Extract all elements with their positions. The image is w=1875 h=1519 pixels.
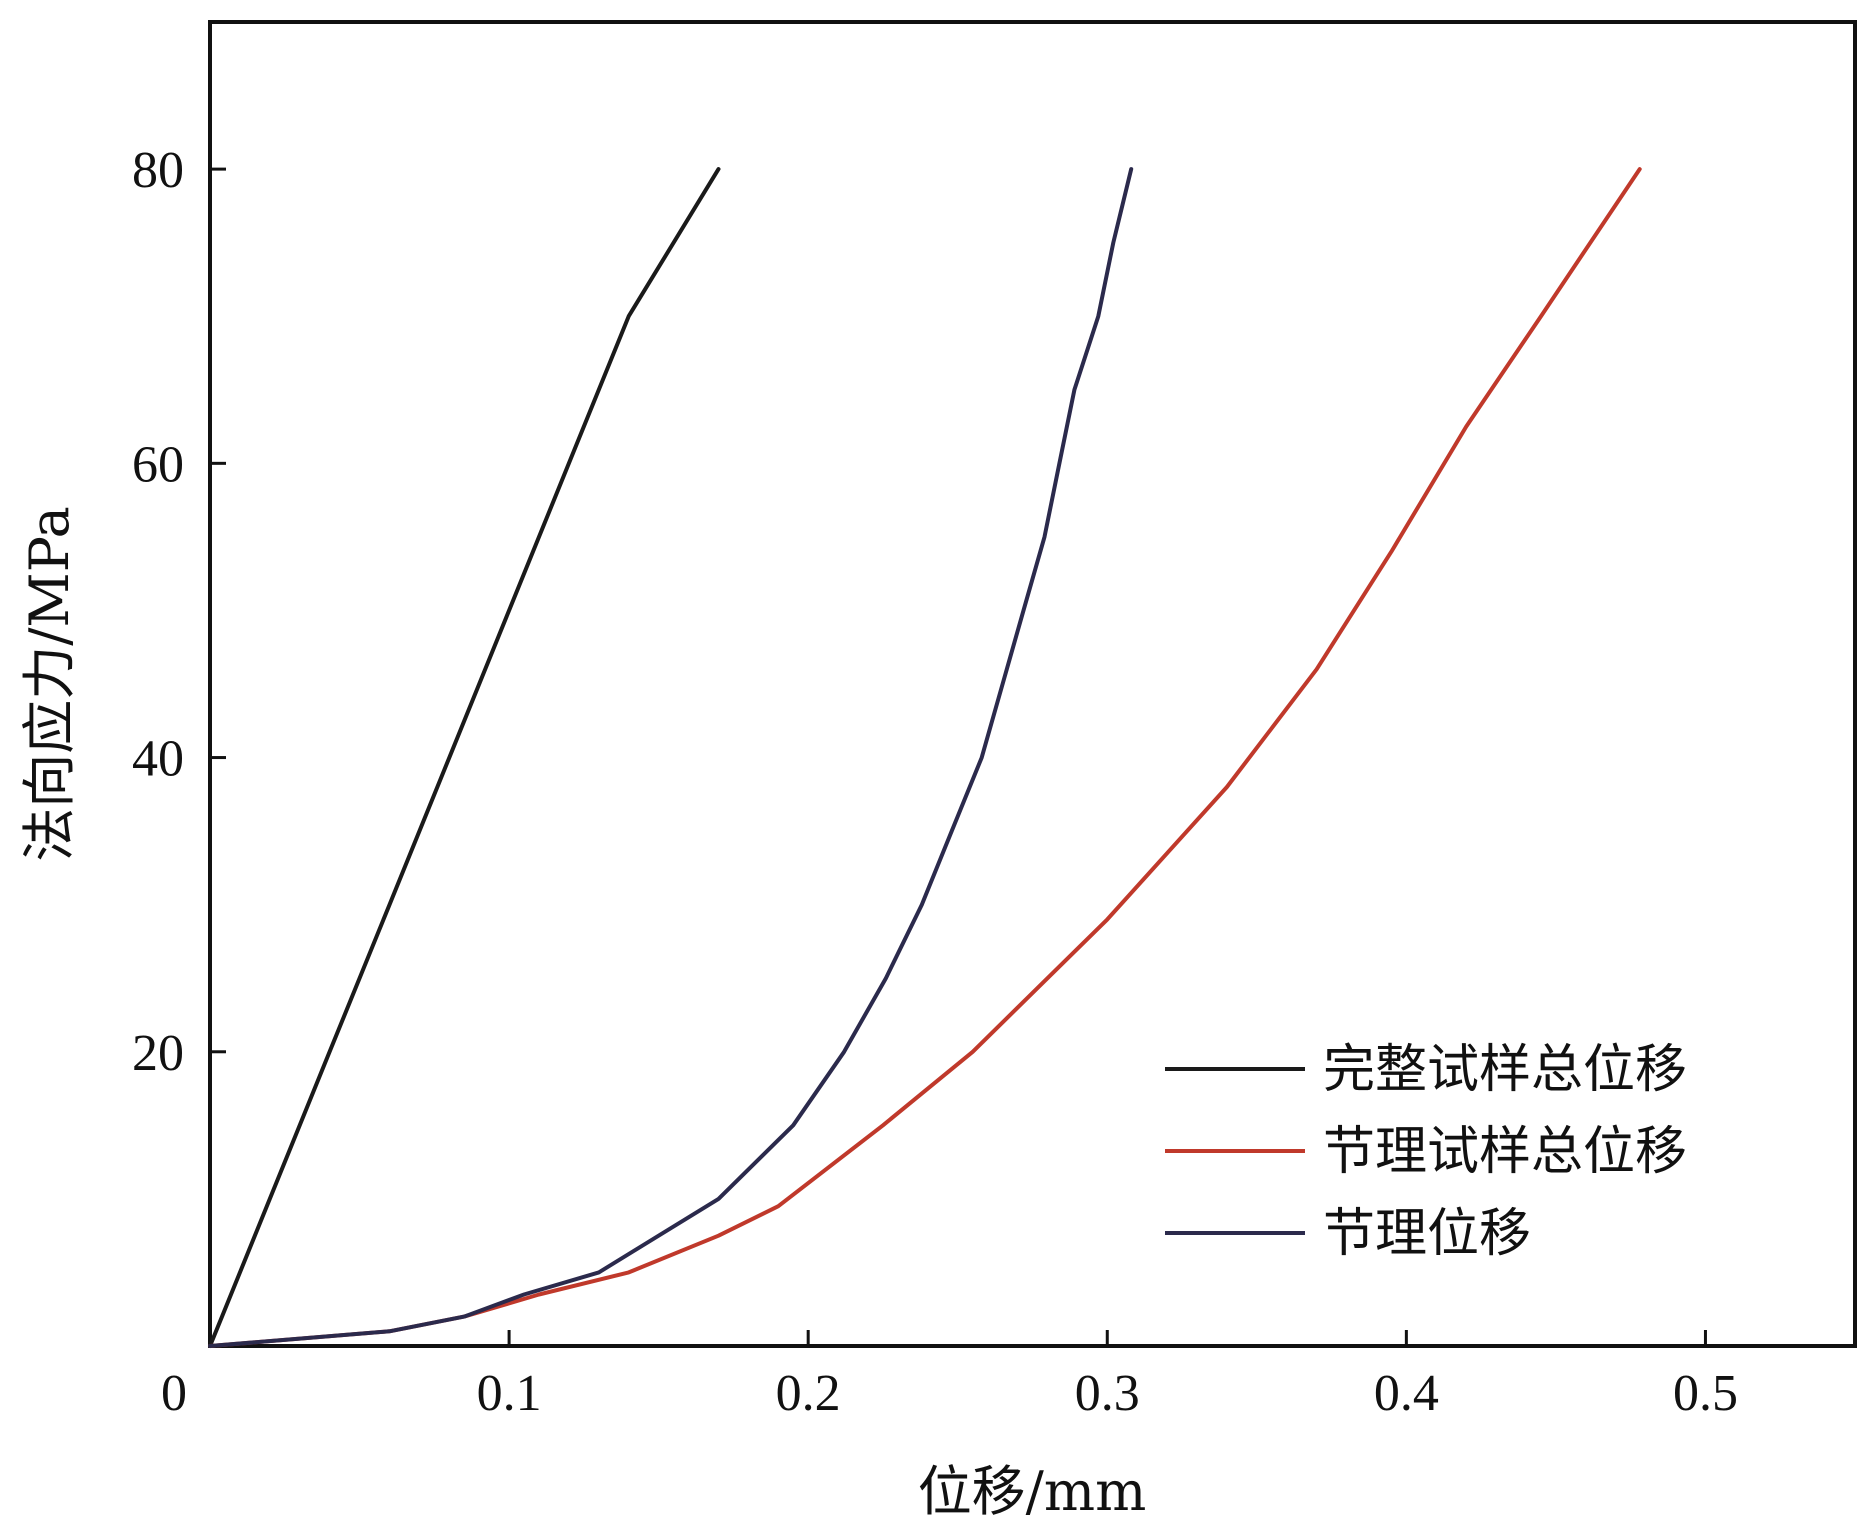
legend-label-2: 节理试样总位移 (1323, 1122, 1687, 1182)
x-tick-label: 0.5 (1673, 1365, 1738, 1422)
x-tick-label: 0.2 (776, 1365, 841, 1422)
series-line-1 (208, 167, 721, 1348)
x-tick-label: 0.1 (477, 1365, 542, 1422)
series-layer (208, 167, 1642, 1348)
legend-label-3: 节理位移 (1323, 1204, 1531, 1264)
y-tick-label: 20 (132, 1025, 184, 1082)
x-axis-title: 位移/mm (918, 1460, 1147, 1519)
plot-frame (208, 20, 1857, 1348)
y-axis-title: 法向应力/MPa (18, 506, 81, 862)
y-tick-label: 60 (132, 436, 184, 493)
x-tick-label: 0 (161, 1365, 187, 1422)
legend-label-1: 完整试样总位移 (1323, 1040, 1687, 1100)
y-axis-ticks: 20 40 60 80 (132, 142, 226, 1082)
x-axis-ticks: 0 0.1 0.2 0.3 0.4 0.5 (161, 1330, 1738, 1422)
series-line-2 (208, 167, 1642, 1348)
y-tick-label: 80 (132, 142, 184, 199)
y-tick-label: 40 (132, 731, 184, 788)
x-tick-label: 0.4 (1374, 1365, 1439, 1422)
x-tick-label: 0.3 (1075, 1365, 1140, 1422)
series-line-3 (208, 167, 1134, 1348)
